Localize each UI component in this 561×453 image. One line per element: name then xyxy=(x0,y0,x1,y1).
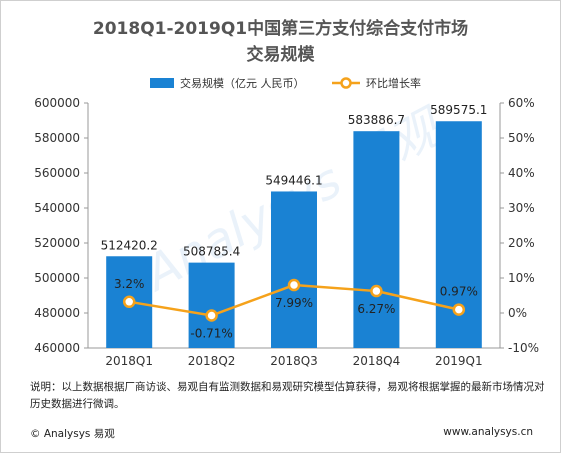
y-left-tick-label: 600000 xyxy=(34,96,80,110)
legend: 交易规模（亿元 人民币） 环比增长率 xyxy=(150,76,421,90)
y-right-tick-label: 50% xyxy=(508,131,535,145)
chart-title-line1: 2018Q1-2019Q1中国第三方支付综合支付市场 xyxy=(92,19,469,39)
legend-bar-label: 交易规模（亿元 人民币） xyxy=(180,76,305,90)
y-left-tick-label: 520000 xyxy=(34,236,80,250)
x-tick-label: 2018Q2 xyxy=(188,354,236,368)
bar-value-label: 508785.4 xyxy=(183,245,240,259)
growth-value-label: 7.99% xyxy=(275,296,313,310)
y-right-tick-label: 30% xyxy=(508,201,535,215)
y-right-tick-label: 10% xyxy=(508,271,535,285)
bar xyxy=(353,131,400,348)
growth-value-label: -0.71% xyxy=(190,326,232,340)
y-left-tick-label: 560000 xyxy=(34,166,80,180)
bar-value-label: 512420.2 xyxy=(101,238,158,252)
growth-point xyxy=(205,309,218,322)
growth-value-label: 3.2% xyxy=(114,277,145,291)
x-tick-label: 2019Q1 xyxy=(435,354,483,368)
bar xyxy=(271,191,317,348)
growth-labels: 3.2% -0.71% 7.99% 6.27% 0.97% xyxy=(114,277,478,341)
y-left-tick-label: 460000 xyxy=(34,341,80,355)
growth-point xyxy=(122,295,136,309)
legend-bar-swatch xyxy=(150,78,174,88)
bars xyxy=(106,121,482,348)
growth-point xyxy=(287,278,301,292)
growth-point xyxy=(370,284,383,298)
growth-value-label: 6.27% xyxy=(357,302,395,316)
y-left-tick-label: 500000 xyxy=(34,271,80,285)
bar-labels: 512420.2 508785.4 549446.1 583886.7 589575.1 xyxy=(101,103,488,258)
y-left-tick-label: 480000 xyxy=(34,306,80,320)
x-tick-label: 2018Q4 xyxy=(353,354,401,368)
y-right-tick-label: -10% xyxy=(508,341,539,355)
bar-value-label: 583886.7 xyxy=(348,113,405,127)
bar-value-label: 549446.1 xyxy=(265,173,322,187)
chart-title-line2: 交易规模 xyxy=(246,45,315,65)
bar xyxy=(188,262,235,348)
legend-line-label: 环比增长率 xyxy=(366,76,421,90)
y-left-tick-label: 540000 xyxy=(34,201,80,215)
axes: 460000 480000 500000 520000 540000 560000 5800… xyxy=(34,96,539,368)
footnote: 说明：以上数据根据厂商访谈、易观自有监测数据和易观研究模型估算获得，易观将根据掌… xyxy=(30,381,545,410)
x-tick-label: 2018Q3 xyxy=(270,354,318,368)
y-left-tick-label: 580000 xyxy=(34,131,80,145)
footer-copyright: © Analysys 易观 xyxy=(30,428,115,440)
y-right-tick-label: 0% xyxy=(508,306,527,320)
x-tick-label: 2018Q1 xyxy=(105,354,153,368)
footer-url: www.analysys.cn xyxy=(443,426,533,438)
y-right-tick-label: 60% xyxy=(508,96,535,110)
growth-point xyxy=(452,303,466,316)
growth-value-label: 0.97% xyxy=(440,285,478,299)
legend-line-marker xyxy=(340,77,352,89)
growth-line xyxy=(122,278,466,322)
y-right-tick-label: 40% xyxy=(508,166,535,180)
bar-value-label: 589575.1 xyxy=(430,103,487,117)
y-right-tick-label: 20% xyxy=(508,236,535,250)
